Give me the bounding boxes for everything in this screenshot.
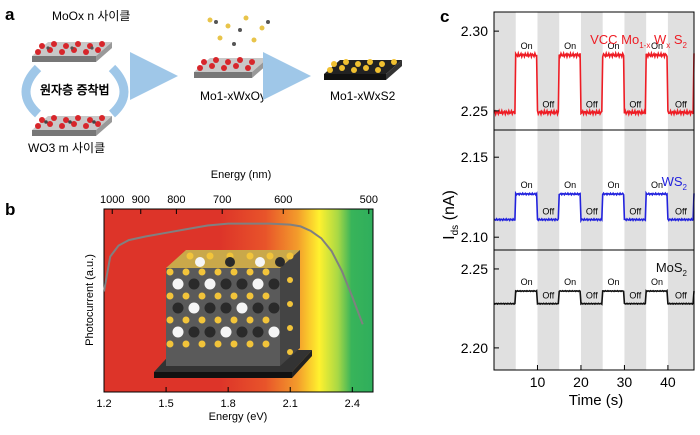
c-off-label: Off	[629, 291, 641, 301]
c-x-tick-label: 10	[530, 374, 546, 390]
c-trace-0	[493, 50, 695, 118]
b-x2-tick-label: 800	[167, 194, 185, 206]
b-y-axis-title: Photocurrent (a.u.)	[84, 254, 96, 346]
c-x-axis-title: Time (s)	[569, 392, 623, 409]
c-y-tick-label: 2.15	[461, 149, 488, 165]
mixed-oxide-illustration	[194, 15, 270, 78]
c-legend-mos2: MoS2	[656, 260, 688, 278]
b-x-tick-label: 1.8	[221, 398, 236, 410]
c-off-band	[580, 12, 603, 370]
wo3-layer-illustration	[32, 115, 112, 136]
b-x2-tick-label: 500	[360, 194, 378, 206]
c-y-tick-label: 2.10	[461, 229, 488, 245]
c-on-label: On	[521, 180, 533, 190]
c-off-label: Off	[629, 207, 641, 217]
c-on-label: On	[521, 41, 533, 51]
b-x-tick-label: 2.1	[283, 398, 298, 410]
moox-layer-illustration	[32, 41, 112, 62]
c-off-band	[667, 12, 694, 370]
c-off-label: Off	[675, 207, 687, 217]
mixed-oxide-label: Mo1-xWxOy	[200, 89, 266, 103]
moox-cycle-label: MoOx n 사이클	[52, 9, 130, 23]
b-x2-tick-label: 600	[274, 194, 292, 206]
panel-b: b Energy (nm)	[5, 169, 378, 423]
b-plot-frame	[103, 208, 374, 393]
c-off-label: Off	[586, 99, 598, 109]
c-off-label: Off	[675, 291, 687, 301]
b-crystal-illustration	[154, 250, 312, 378]
c-off-band	[494, 12, 516, 370]
panel-c-label: c	[440, 7, 449, 26]
c-on-label: On	[608, 41, 620, 51]
c-y-tick-label: 2.20	[461, 340, 488, 356]
c-on-label: On	[521, 277, 533, 287]
c-x-tick-label: 30	[617, 374, 633, 390]
c-off-label: Off	[586, 291, 598, 301]
c-tick-group: 2.25 2.30 2.10 2.15 2.20 2.25 10 20 30 40	[461, 23, 676, 390]
b-x-axis-title: Energy (eV)	[209, 411, 268, 423]
c-legend-ws2: WS2	[662, 174, 688, 192]
c-y-tick-label: 2.25	[461, 103, 488, 119]
c-off-label: Off	[542, 99, 554, 109]
c-on-label: On	[651, 277, 663, 287]
c-on-off-labels: On On On On Off Off Off Off On On On On Off Off Off Off…	[521, 41, 688, 301]
c-y-tick-label: 2.30	[461, 23, 488, 39]
ald-cycle-arrows	[21, 64, 129, 118]
c-off-band	[624, 12, 647, 370]
c-off-label: Off	[675, 99, 687, 109]
c-y-tick-label: 2.25	[461, 261, 488, 277]
c-on-label: On	[564, 277, 576, 287]
c-off-bands	[494, 12, 694, 370]
c-on-label: On	[651, 41, 663, 51]
c-on-label: On	[651, 180, 663, 190]
alloy-label: Mo1-xWxS2	[330, 89, 396, 103]
b-x2-axis-title: Energy (nm)	[211, 169, 272, 181]
wo3-cycle-label: WO3 m 사이클	[28, 141, 105, 155]
c-x-tick-label: 40	[660, 374, 676, 390]
c-traces	[493, 50, 695, 306]
panel-b-label: b	[5, 200, 15, 219]
c-trace-1	[493, 190, 695, 224]
b-photocurrent-line	[103, 222, 364, 325]
ald-label: 원자층 증착법	[40, 82, 110, 97]
b-x-tick-label: 1.5	[158, 398, 173, 410]
b-tick-group: 1.2 1.5 1.8 2.1 2.4 1000 900 800 700 600 500	[96, 194, 378, 410]
c-on-label: On	[608, 277, 620, 287]
b-x-tick-label: 2.4	[345, 398, 360, 410]
c-on-label: On	[564, 180, 576, 190]
b-x2-tick-label: 900	[132, 194, 150, 206]
b-x2-tick-label: 1000	[100, 194, 124, 206]
c-off-label: Off	[542, 207, 554, 217]
c-trace-2	[493, 289, 695, 306]
panel-a-label: a	[5, 5, 15, 24]
c-on-label: On	[608, 180, 620, 190]
c-subplot-frame	[493, 249, 695, 371]
alloy-illustration	[324, 59, 402, 80]
c-off-label: Off	[542, 291, 554, 301]
c-legend-vcc: VCC Mo1-x Wx S2	[590, 32, 687, 50]
c-off-band	[537, 12, 560, 370]
c-on-label: On	[564, 41, 576, 51]
c-x-tick-label: 20	[573, 374, 589, 390]
b-x-tick-label: 1.2	[96, 398, 111, 410]
c-off-label: Off	[586, 207, 598, 217]
c-frames	[493, 11, 695, 371]
c-y-axis-title: Ids (nA)	[441, 190, 461, 240]
panel-a: a MoOx n 사이클 원자층 증착법	[5, 5, 402, 155]
c-off-label: Off	[629, 99, 641, 109]
b-x2-tick-label: 700	[213, 194, 231, 206]
